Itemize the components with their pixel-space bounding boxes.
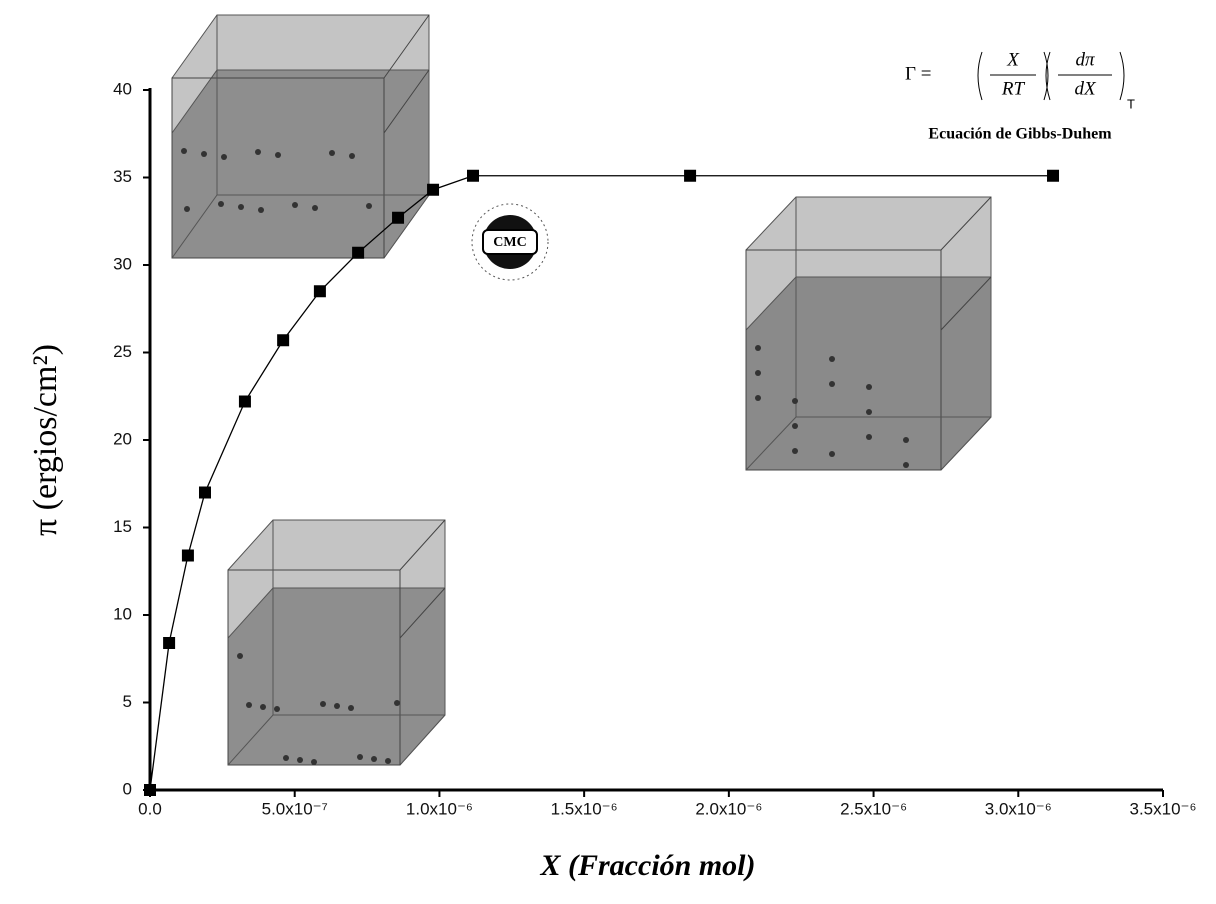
- molecule: [320, 701, 326, 707]
- y-axis-label: π (ergios/cm²): [27, 344, 64, 536]
- molecule: [866, 409, 872, 415]
- x-tick-label: 3.0x10⁻⁶: [985, 799, 1052, 818]
- molecule: [221, 154, 227, 160]
- data-point: [352, 247, 364, 259]
- molecule: [903, 437, 909, 443]
- molecule: [829, 356, 835, 362]
- data-point: [392, 212, 404, 224]
- molecule: [312, 205, 318, 211]
- molecule: [755, 395, 761, 401]
- molecule: [181, 148, 187, 154]
- molecule: [792, 448, 798, 454]
- molecule: [275, 152, 281, 158]
- molecule: [292, 202, 298, 208]
- molecule: [357, 754, 363, 760]
- x-tick-label: 2.0x10⁻⁶: [695, 799, 762, 818]
- molecule: [260, 704, 266, 710]
- data-point: [277, 334, 289, 346]
- page: {"chart_data": { "type": "line", "x_labe…: [0, 0, 1216, 904]
- y-tick-label: 35: [113, 167, 132, 186]
- data-point: [163, 637, 175, 649]
- molecule: [201, 151, 207, 157]
- molecule: [866, 434, 872, 440]
- x-tick-label: 2.5x10⁻⁶: [840, 799, 907, 818]
- formula-caption: Ecuación de Gibbs-Duhem: [928, 126, 1112, 143]
- data-point: [239, 396, 251, 408]
- molecule: [385, 758, 391, 764]
- data-point: [467, 170, 479, 182]
- y-tick-label: 10: [113, 604, 132, 623]
- data-point: [1047, 170, 1059, 182]
- x-tick-label: 0.0: [138, 799, 162, 818]
- molecule: [246, 702, 252, 708]
- formula-num: X: [1006, 49, 1020, 70]
- chart: CMC Γ = X RT dπ dX T Ecuación de Gibbs-D…: [0, 0, 1216, 899]
- formula-den: dX: [1074, 78, 1097, 99]
- molecule: [394, 700, 400, 706]
- x-tick-label: 3.5x10⁻⁶: [1129, 799, 1196, 818]
- data-point: [144, 784, 156, 796]
- cmc-micelle: CMC: [472, 204, 548, 280]
- molecule: [334, 703, 340, 709]
- molecule: [829, 451, 835, 457]
- molecule: [755, 370, 761, 376]
- data-point: [427, 184, 439, 196]
- y-tick-label: 15: [113, 517, 132, 536]
- molecule: [829, 381, 835, 387]
- molecule: [255, 149, 261, 155]
- molecule: [297, 757, 303, 763]
- molecule: [311, 759, 317, 765]
- molecule: [184, 206, 190, 212]
- molecule: [755, 345, 761, 351]
- y-tick-label: 0: [123, 779, 132, 798]
- molecule: [329, 150, 335, 156]
- y-tick-label: 5: [123, 692, 132, 711]
- molecule: [903, 462, 909, 468]
- data-point: [314, 285, 326, 297]
- formula-lhs: Γ =: [905, 63, 931, 84]
- x-axis-label: X (Fracción mol): [540, 849, 756, 882]
- cmc-label: CMC: [493, 235, 526, 250]
- cube-liquid: [746, 277, 991, 470]
- molecule: [348, 705, 354, 711]
- illustrations: [172, 15, 991, 765]
- molecule: [366, 203, 372, 209]
- formula-num: dπ: [1075, 49, 1095, 70]
- molecule: [238, 204, 244, 210]
- formula-parens: [978, 52, 1124, 100]
- molecule: [792, 398, 798, 404]
- formula-den: RT: [1001, 78, 1026, 99]
- cube-liquid: [172, 70, 429, 258]
- y-tick-label: 20: [113, 429, 132, 448]
- molecule: [371, 756, 377, 762]
- data-point: [182, 550, 194, 562]
- data-point: [199, 487, 211, 499]
- x-tick-label: 1.5x10⁻⁶: [551, 799, 618, 818]
- x-tick-label: 1.0x10⁻⁶: [406, 799, 473, 818]
- molecule: [866, 384, 872, 390]
- molecule: [274, 706, 280, 712]
- formula-sub: T: [1127, 96, 1135, 111]
- molecule: [237, 653, 243, 659]
- formula: Γ = X RT dπ dX T Ecuación de Gibbs-Duhem: [905, 49, 1135, 142]
- molecule: [349, 153, 355, 159]
- x-tick-label: 5.0x10⁻⁷: [262, 799, 328, 818]
- data-point: [684, 170, 696, 182]
- y-tick-label: 25: [113, 342, 132, 361]
- molecule: [283, 755, 289, 761]
- molecule: [792, 423, 798, 429]
- molecule: [258, 207, 264, 213]
- y-tick-label: 40: [113, 79, 132, 98]
- y-tick-label: 30: [113, 254, 132, 273]
- cube-liquid: [228, 588, 445, 765]
- molecule: [218, 201, 224, 207]
